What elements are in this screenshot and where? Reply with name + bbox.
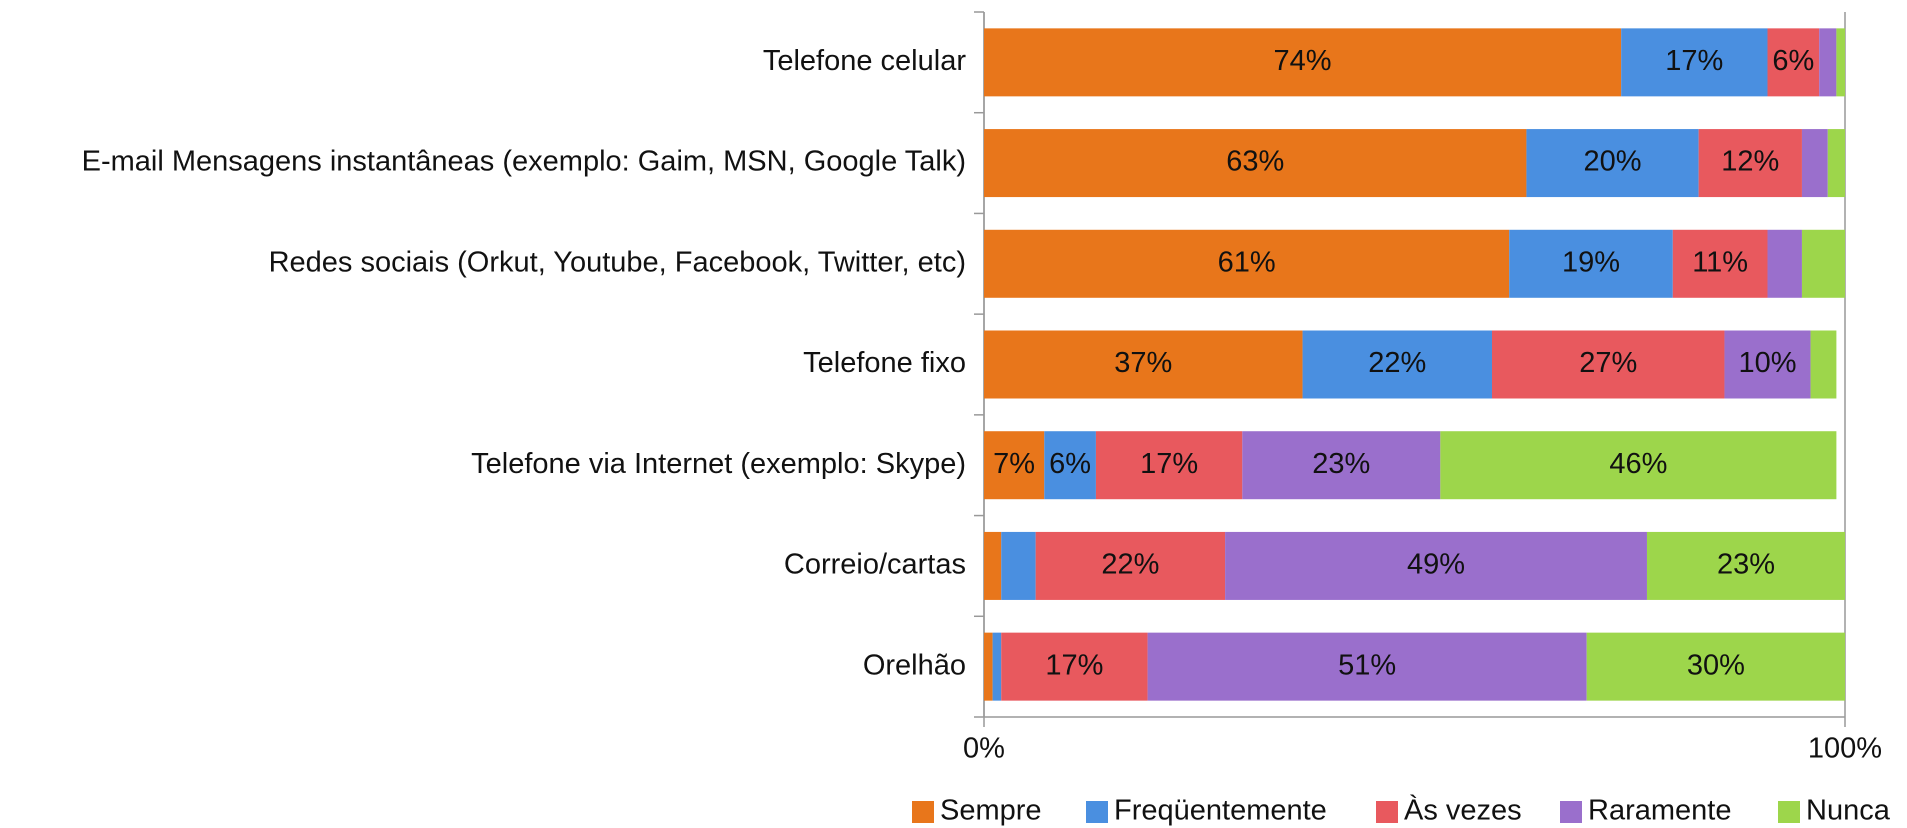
bar-segment <box>1836 28 1845 97</box>
data-label: 46% <box>1609 448 1667 480</box>
bar-segment <box>1672 229 1768 298</box>
bar-segment <box>984 632 993 701</box>
bar-segment <box>1440 431 1837 500</box>
bar-segment <box>1767 229 1802 298</box>
data-label: 6% <box>1049 448 1091 480</box>
bar-segment <box>1698 129 1802 198</box>
y-tick-label: Correio/cartas <box>784 549 966 581</box>
data-label: 27% <box>1579 347 1637 379</box>
bar-segment <box>1509 229 1673 298</box>
data-label: 49% <box>1407 549 1465 581</box>
data-label: 11% <box>1692 246 1748 278</box>
bar-segment <box>1147 632 1587 701</box>
data-label: 23% <box>1717 549 1775 581</box>
data-label: 6% <box>1772 45 1814 77</box>
data-label: 30% <box>1687 649 1745 681</box>
legend-swatch <box>1560 801 1582 823</box>
data-label: 22% <box>1368 347 1426 379</box>
bar-segment <box>1035 531 1226 600</box>
bar-segment <box>1810 330 1837 399</box>
data-label: 10% <box>1738 347 1796 379</box>
y-tick-label: Telefone via Internet (exemplo: Skype) <box>471 448 966 480</box>
bar-segment <box>1491 330 1725 399</box>
x-tick-label: 0% <box>963 733 1005 765</box>
data-label: 23% <box>1312 448 1370 480</box>
legend-label: Raramente <box>1588 795 1731 827</box>
data-label: 74% <box>1274 45 1332 77</box>
legend-swatch <box>912 801 934 823</box>
data-label: 63% <box>1226 146 1284 178</box>
bar-segment <box>1001 632 1148 701</box>
y-tick-label: E-mail Mensagens instantâneas (exemplo: … <box>82 146 966 178</box>
legend-label: Nunca <box>1806 795 1891 827</box>
bar-segment <box>984 28 1622 97</box>
bar-segment <box>1621 28 1768 97</box>
legend-label: Às vezes <box>1404 794 1522 827</box>
data-label: 17% <box>1045 649 1103 681</box>
bar-segment <box>984 129 1527 198</box>
data-label: 22% <box>1101 549 1159 581</box>
bar-segment <box>1819 28 1837 97</box>
bar-segment <box>984 431 1045 500</box>
data-label: 51% <box>1338 649 1396 681</box>
bar-segment <box>984 531 1002 600</box>
legend-swatch <box>1376 801 1398 823</box>
bar-segment <box>1801 229 1845 298</box>
data-label: 19% <box>1562 246 1620 278</box>
y-tick-label: Telefone celular <box>763 45 966 77</box>
legend-swatch <box>1778 801 1800 823</box>
data-label: 17% <box>1665 45 1723 77</box>
bar-segment <box>992 632 1002 701</box>
bar-segment <box>1827 129 1845 198</box>
bar-segment <box>984 330 1303 399</box>
legend-label: Sempre <box>940 795 1042 827</box>
bar-segment <box>1001 531 1036 600</box>
data-label: 17% <box>1140 448 1198 480</box>
bar-segment <box>984 229 1510 298</box>
bar-segment <box>1225 531 1647 600</box>
x-tick-label: 100% <box>1808 733 1882 765</box>
bar-segment <box>1526 129 1699 198</box>
bar-segment <box>1646 531 1845 600</box>
bar-segment <box>1724 330 1811 399</box>
bar-segment <box>1044 431 1096 500</box>
bar-segment <box>1801 129 1828 198</box>
y-tick-label: Redes sociais (Orkut, Youtube, Facebook,… <box>269 246 966 278</box>
data-label: 20% <box>1584 146 1642 178</box>
data-label: 7% <box>993 448 1035 480</box>
bar-segment <box>1302 330 1492 399</box>
bar-segment <box>1242 431 1441 500</box>
data-label: 37% <box>1114 347 1172 379</box>
legend-label: Freqüentemente <box>1114 795 1327 827</box>
bar-segment <box>1095 431 1243 500</box>
legend-swatch <box>1086 801 1108 823</box>
y-tick-label: Telefone fixo <box>803 347 966 379</box>
bar-segment <box>1586 632 1845 701</box>
data-label: 61% <box>1218 246 1276 278</box>
bar-segment <box>1767 28 1820 97</box>
y-tick-label: Orelhão <box>863 649 966 681</box>
data-label: 12% <box>1721 146 1779 178</box>
